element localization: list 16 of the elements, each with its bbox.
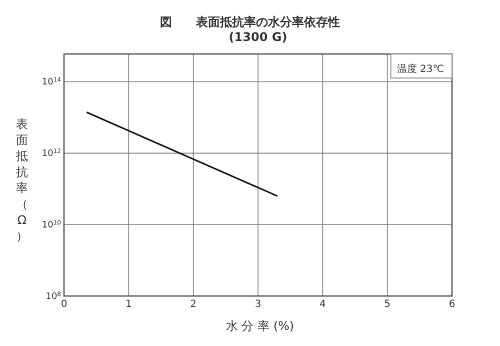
y-tick-label: 10$^{14}$ (42, 76, 62, 88)
annotation: 温度 23℃ (396, 63, 444, 75)
x-tick-label: 4 (319, 299, 326, 310)
x-tick-label: 6 (448, 299, 456, 310)
y-axis-title: 表面抵抗率（Ω） (15, 117, 28, 243)
x-tick-label: 2 (190, 299, 197, 310)
x-tick-label: 1 (125, 299, 132, 310)
x-tick-label: 5 (384, 299, 391, 310)
x-tick-label: 3 (254, 299, 262, 310)
y-tick-label: 10$^{10}$ (42, 218, 62, 230)
chart-title: 図 表面抵抗率の水分率依存性 (160, 15, 340, 29)
y-tick-label: 10$^{12}$ (42, 148, 62, 160)
x-tick-label: 0 (60, 299, 68, 310)
x-axis-title: 水 分 率 (%) (226, 319, 294, 333)
chart-subtitle: (1300 G) (228, 30, 288, 44)
y-tick-label: 10$^{8}$ (46, 290, 62, 302)
